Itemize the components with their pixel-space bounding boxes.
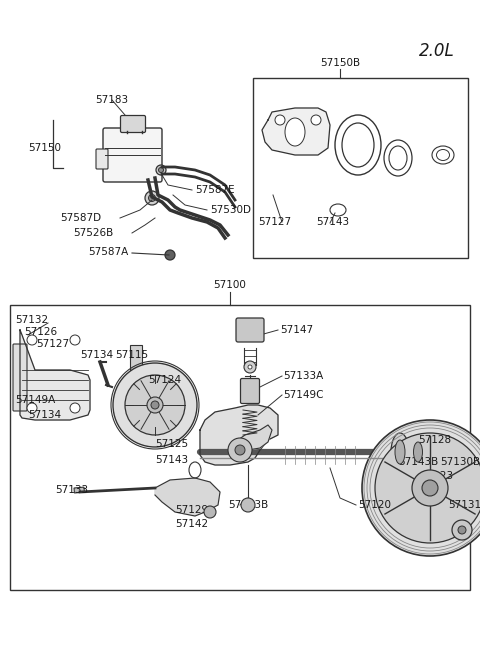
Text: 57133A: 57133A xyxy=(283,371,323,381)
Text: 57120: 57120 xyxy=(358,500,391,510)
Bar xyxy=(130,345,142,400)
Circle shape xyxy=(311,115,321,125)
Text: 57149A: 57149A xyxy=(15,395,55,405)
Circle shape xyxy=(362,420,480,556)
FancyBboxPatch shape xyxy=(120,115,145,132)
Ellipse shape xyxy=(285,118,305,146)
Circle shape xyxy=(275,115,285,125)
Circle shape xyxy=(165,250,175,260)
Text: 57133: 57133 xyxy=(55,485,88,495)
Text: 57143B: 57143B xyxy=(398,457,438,467)
Circle shape xyxy=(412,470,448,506)
Text: 57115: 57115 xyxy=(115,350,148,360)
Text: 57132: 57132 xyxy=(15,315,48,325)
Text: 57143: 57143 xyxy=(316,217,349,227)
Text: 57126: 57126 xyxy=(24,327,57,337)
Circle shape xyxy=(452,520,472,540)
FancyBboxPatch shape xyxy=(103,128,162,182)
Text: 57142: 57142 xyxy=(175,519,208,529)
Text: 57125: 57125 xyxy=(155,439,188,449)
FancyBboxPatch shape xyxy=(236,318,264,342)
Circle shape xyxy=(158,168,164,172)
Text: 57587D: 57587D xyxy=(60,213,101,223)
FancyBboxPatch shape xyxy=(96,149,108,169)
Text: 57143: 57143 xyxy=(155,455,188,465)
Polygon shape xyxy=(200,405,278,465)
Circle shape xyxy=(70,403,80,413)
Circle shape xyxy=(375,433,480,543)
FancyBboxPatch shape xyxy=(13,344,27,411)
Circle shape xyxy=(27,335,37,345)
Text: 57134: 57134 xyxy=(28,410,61,420)
Polygon shape xyxy=(230,425,272,460)
Circle shape xyxy=(235,445,245,455)
Text: 2.0L: 2.0L xyxy=(419,42,455,60)
Ellipse shape xyxy=(395,440,405,464)
Circle shape xyxy=(27,403,37,413)
Circle shape xyxy=(228,438,252,462)
Text: 57183: 57183 xyxy=(95,95,128,105)
Ellipse shape xyxy=(413,442,422,462)
FancyBboxPatch shape xyxy=(240,379,260,403)
Circle shape xyxy=(147,397,163,413)
Circle shape xyxy=(70,335,80,345)
Text: 57128: 57128 xyxy=(418,435,451,445)
Text: 57100: 57100 xyxy=(214,280,246,290)
Ellipse shape xyxy=(410,435,426,469)
Text: 57123: 57123 xyxy=(420,471,453,481)
Polygon shape xyxy=(20,330,90,420)
Polygon shape xyxy=(155,478,220,516)
Text: 57147: 57147 xyxy=(280,325,313,335)
Circle shape xyxy=(148,195,156,202)
Bar xyxy=(10,305,470,590)
Circle shape xyxy=(422,480,438,496)
Circle shape xyxy=(125,375,185,435)
Bar xyxy=(253,78,468,258)
Text: 57587E: 57587E xyxy=(195,185,235,195)
Ellipse shape xyxy=(391,433,409,471)
Circle shape xyxy=(248,365,252,369)
Circle shape xyxy=(204,506,216,518)
Bar xyxy=(74,487,84,493)
Circle shape xyxy=(241,498,255,512)
Text: 57150B: 57150B xyxy=(320,58,360,68)
Circle shape xyxy=(151,401,159,409)
Text: 57124: 57124 xyxy=(148,375,181,385)
Polygon shape xyxy=(262,108,330,155)
Text: 57149C: 57149C xyxy=(283,390,324,400)
Circle shape xyxy=(113,363,197,447)
Text: 57127: 57127 xyxy=(36,339,69,349)
Text: 57129: 57129 xyxy=(175,505,208,515)
Text: 57526B: 57526B xyxy=(73,228,113,238)
Circle shape xyxy=(145,191,159,205)
Text: 57131: 57131 xyxy=(448,500,480,510)
Text: 57113B: 57113B xyxy=(228,500,268,510)
Circle shape xyxy=(244,361,256,373)
Text: 57150: 57150 xyxy=(28,143,61,153)
Text: 57587A: 57587A xyxy=(88,247,128,257)
Text: 57127: 57127 xyxy=(258,217,291,227)
Circle shape xyxy=(458,526,466,534)
Text: 57530D: 57530D xyxy=(210,205,251,215)
Text: 57130B: 57130B xyxy=(440,457,480,467)
Text: 57134: 57134 xyxy=(80,350,113,360)
Circle shape xyxy=(156,165,166,175)
